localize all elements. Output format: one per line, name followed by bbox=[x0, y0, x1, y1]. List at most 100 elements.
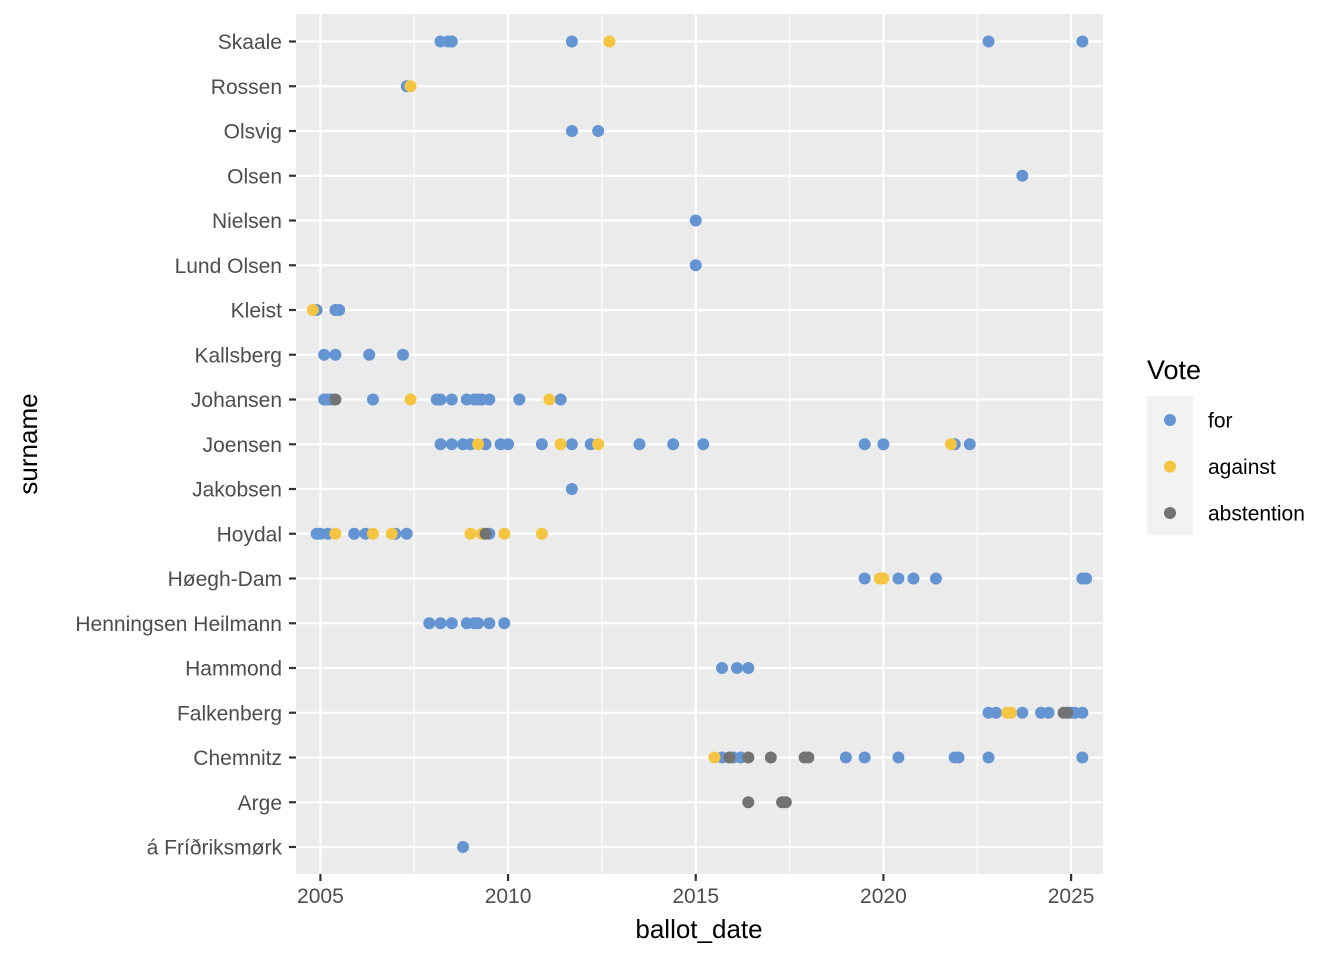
y-tick-label: á Fríðriksmørk bbox=[147, 837, 283, 860]
point-against bbox=[554, 438, 567, 451]
y-tick-label: Hoydal bbox=[217, 523, 282, 546]
y-axis: Skaale Rossen Olsvig Olsen Nielsen Lund Olsen… bbox=[75, 31, 296, 860]
point-against bbox=[944, 438, 957, 451]
x-axis-title: ballot_date bbox=[635, 914, 762, 944]
y-tick-label: Hammond bbox=[185, 658, 282, 681]
point-for bbox=[434, 393, 447, 406]
point-against bbox=[1005, 706, 1018, 719]
point-for bbox=[731, 662, 744, 674]
point-against bbox=[464, 527, 477, 540]
point-against bbox=[385, 527, 398, 540]
y-axis-title: surname bbox=[13, 393, 43, 494]
point-for bbox=[892, 751, 905, 764]
point-for bbox=[502, 438, 515, 451]
point-for bbox=[318, 348, 331, 361]
point-for bbox=[982, 751, 995, 764]
point-for bbox=[565, 483, 578, 495]
data-points bbox=[306, 35, 1093, 853]
point-against bbox=[498, 527, 511, 540]
point-abstention bbox=[779, 796, 792, 809]
y-tick-label: Arge bbox=[238, 792, 282, 815]
legend-label-against: against bbox=[1208, 456, 1276, 479]
point-for bbox=[483, 393, 496, 406]
point-abstention bbox=[764, 751, 777, 764]
legend-key-against bbox=[1164, 460, 1176, 473]
point-against bbox=[877, 572, 890, 585]
y-tick-label: Jakobsen bbox=[192, 479, 282, 502]
y-tick-label: Joensen bbox=[203, 434, 282, 457]
y-tick-label: Olsvig bbox=[224, 121, 282, 144]
point-abstention bbox=[742, 796, 755, 809]
point-for bbox=[483, 617, 496, 630]
legend-label-for: for bbox=[1208, 410, 1233, 433]
y-tick-label: Nielsen bbox=[212, 210, 282, 233]
point-for bbox=[363, 348, 376, 361]
legend-label-abstention: abstention bbox=[1208, 503, 1305, 526]
point-against bbox=[329, 527, 342, 540]
y-tick-label: Henningsen Heilmann bbox=[75, 613, 282, 636]
point-for bbox=[892, 572, 905, 585]
point-for bbox=[445, 438, 458, 451]
point-for bbox=[952, 751, 965, 764]
point-for bbox=[1042, 706, 1055, 719]
point-against bbox=[472, 438, 485, 451]
point-against bbox=[366, 527, 379, 540]
point-against bbox=[592, 438, 605, 451]
y-tick-label: Johansen bbox=[191, 389, 282, 412]
x-tick-label: 2010 bbox=[485, 885, 532, 908]
y-tick-label: Olsen bbox=[227, 165, 282, 188]
point-for bbox=[565, 35, 578, 48]
point-for bbox=[396, 348, 409, 361]
point-for bbox=[329, 348, 342, 361]
point-for bbox=[565, 125, 578, 137]
point-for bbox=[400, 527, 413, 540]
point-abstention bbox=[802, 751, 815, 764]
point-for bbox=[1076, 706, 1089, 719]
y-tick-label: Chemnitz bbox=[193, 747, 282, 770]
point-for bbox=[689, 214, 702, 227]
point-for bbox=[667, 438, 680, 451]
point-against bbox=[708, 751, 721, 764]
x-tick-label: 2020 bbox=[860, 885, 907, 908]
point-for bbox=[472, 617, 485, 630]
point-abstention bbox=[479, 527, 492, 540]
point-for bbox=[877, 438, 890, 451]
point-for bbox=[982, 35, 995, 48]
point-for bbox=[348, 527, 361, 540]
point-for bbox=[990, 706, 1003, 719]
point-for bbox=[565, 438, 578, 451]
point-for bbox=[858, 438, 871, 451]
point-for bbox=[907, 572, 920, 585]
point-against bbox=[603, 35, 616, 48]
y-tick-label: Falkenberg bbox=[177, 702, 282, 725]
point-for bbox=[434, 438, 447, 451]
point-for bbox=[434, 617, 447, 630]
point-against bbox=[404, 80, 417, 93]
point-for bbox=[716, 662, 729, 674]
point-for bbox=[1016, 706, 1029, 719]
point-for bbox=[535, 438, 548, 451]
point-for bbox=[1076, 35, 1089, 48]
point-against bbox=[404, 393, 417, 406]
point-against bbox=[306, 304, 319, 316]
y-tick-label: Kallsberg bbox=[194, 344, 282, 367]
point-against bbox=[535, 527, 548, 540]
point-for bbox=[1076, 751, 1089, 764]
point-for bbox=[366, 393, 379, 406]
point-for bbox=[858, 572, 871, 585]
x-tick-label: 2005 bbox=[297, 885, 344, 908]
point-abstention bbox=[1061, 706, 1074, 719]
legend: Vote for against abstention bbox=[1147, 355, 1305, 535]
point-for bbox=[592, 125, 605, 137]
legend-title: Vote bbox=[1147, 355, 1201, 385]
point-for bbox=[742, 662, 755, 674]
x-tick-label: 2025 bbox=[1048, 885, 1095, 908]
point-for bbox=[513, 393, 526, 406]
point-for bbox=[445, 393, 458, 406]
legend-entries: for against abstention bbox=[1164, 410, 1305, 526]
point-for bbox=[498, 617, 511, 630]
point-for bbox=[929, 572, 942, 585]
point-for bbox=[963, 438, 976, 451]
point-for bbox=[333, 304, 346, 316]
